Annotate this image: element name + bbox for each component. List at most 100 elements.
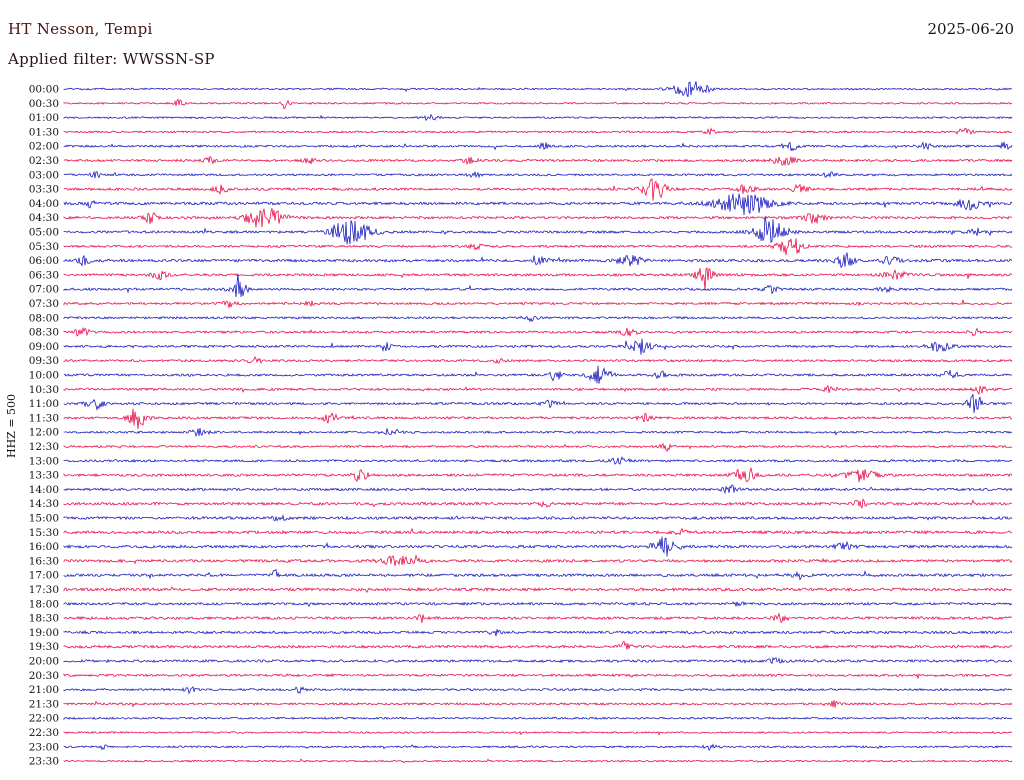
trace-row xyxy=(63,365,1013,384)
time-label: 23:00 xyxy=(29,741,59,753)
time-label: 05:00 xyxy=(29,227,59,239)
time-label: 07:00 xyxy=(29,284,59,296)
trace-row xyxy=(63,527,1013,536)
trace-row xyxy=(63,267,1013,291)
time-label: 17:00 xyxy=(29,570,59,582)
time-label: 21:30 xyxy=(29,698,59,710)
trace-row xyxy=(63,656,1013,665)
time-label: 19:00 xyxy=(29,627,59,639)
trace-row xyxy=(63,208,1013,228)
time-label: 03:30 xyxy=(29,184,59,196)
trace-row xyxy=(63,743,1012,751)
trace-row xyxy=(63,498,1012,509)
time-label: 06:30 xyxy=(29,269,59,281)
trace-row xyxy=(63,141,1013,152)
trace-row xyxy=(63,98,1013,110)
trace-row xyxy=(63,442,1013,452)
trace-row xyxy=(63,466,1013,483)
trace-row xyxy=(63,315,1013,323)
trace-row xyxy=(63,338,1013,355)
trace-row xyxy=(63,81,1013,98)
trace-row xyxy=(63,394,1013,413)
trace-row xyxy=(63,127,1013,136)
trace-row xyxy=(63,612,1013,623)
time-label: 02:30 xyxy=(29,155,59,167)
time-label: 17:30 xyxy=(29,584,59,596)
trace-row xyxy=(63,273,1013,298)
time-label: 13:00 xyxy=(29,455,59,467)
time-label: 09:30 xyxy=(29,355,59,367)
trace-row xyxy=(63,686,1013,695)
time-label: 08:30 xyxy=(29,327,59,339)
time-label: 10:30 xyxy=(29,384,59,396)
trace-row xyxy=(63,193,1013,216)
time-label: 06:00 xyxy=(29,255,59,267)
trace-row xyxy=(63,672,1013,679)
date-label: 2025-06-20 xyxy=(927,20,1014,38)
time-label: 04:30 xyxy=(29,212,59,224)
time-label: 00:30 xyxy=(29,98,59,110)
time-label: 18:30 xyxy=(29,613,59,625)
trace-row xyxy=(63,326,1013,337)
time-label: 05:30 xyxy=(29,241,59,253)
trace-row xyxy=(63,640,1013,650)
time-label: 08:00 xyxy=(29,312,59,324)
time-label: 11:30 xyxy=(29,412,59,424)
time-label: 12:00 xyxy=(29,427,59,439)
trace-row xyxy=(63,730,1013,736)
time-label: 16:30 xyxy=(29,555,59,567)
trace-row xyxy=(63,484,1013,495)
time-label: 15:30 xyxy=(29,527,59,539)
trace-row xyxy=(63,536,1013,557)
time-label: 20:30 xyxy=(29,670,59,682)
time-label: 14:30 xyxy=(29,498,59,510)
filter-label: Applied filter: WWSSN-SP xyxy=(8,50,215,68)
time-label: 04:00 xyxy=(29,198,59,210)
trace-row xyxy=(63,554,1013,567)
time-label: 07:30 xyxy=(29,298,59,310)
trace-row xyxy=(63,586,1012,594)
time-label: 19:30 xyxy=(29,641,59,653)
trace-row xyxy=(63,178,1013,201)
trace-row xyxy=(63,700,1013,708)
time-label: 01:00 xyxy=(29,112,59,124)
trace-row xyxy=(63,252,1013,269)
trace-row xyxy=(63,716,1013,721)
trace-row xyxy=(63,113,1013,122)
time-label: 18:00 xyxy=(29,598,59,610)
trace-row xyxy=(63,356,1013,364)
time-label: 00:00 xyxy=(29,84,59,96)
trace-row xyxy=(63,170,1013,179)
trace-row xyxy=(63,758,1013,764)
time-label: 10:00 xyxy=(29,370,59,382)
time-label: 16:00 xyxy=(29,541,59,553)
time-label: 20:00 xyxy=(29,656,59,668)
trace-row xyxy=(63,428,1013,437)
time-label: 11:00 xyxy=(29,398,59,410)
trace-row xyxy=(63,384,1013,395)
trace-row xyxy=(63,299,1013,308)
trace-row xyxy=(63,601,1013,608)
trace-row xyxy=(63,155,1013,166)
trace-row xyxy=(63,216,1013,245)
trace-row xyxy=(63,568,1013,581)
time-label: 12:30 xyxy=(29,441,59,453)
station-title: HT Nesson, Tempi xyxy=(8,20,153,38)
trace-row xyxy=(63,514,1013,522)
trace-row xyxy=(63,456,1013,465)
time-label: 21:00 xyxy=(29,684,59,696)
time-label: 15:00 xyxy=(29,513,59,525)
time-label: 02:00 xyxy=(29,141,59,153)
time-label: 13:30 xyxy=(29,470,59,482)
time-label: 01:30 xyxy=(29,126,59,138)
time-label: 22:00 xyxy=(29,713,59,725)
time-label: 03:00 xyxy=(29,169,59,181)
trace-row xyxy=(63,238,1013,256)
time-label: 22:30 xyxy=(29,727,59,739)
time-label: 14:00 xyxy=(29,484,59,496)
time-label: 09:00 xyxy=(29,341,59,353)
trace-row xyxy=(63,408,1013,430)
time-label: 23:30 xyxy=(29,756,59,768)
